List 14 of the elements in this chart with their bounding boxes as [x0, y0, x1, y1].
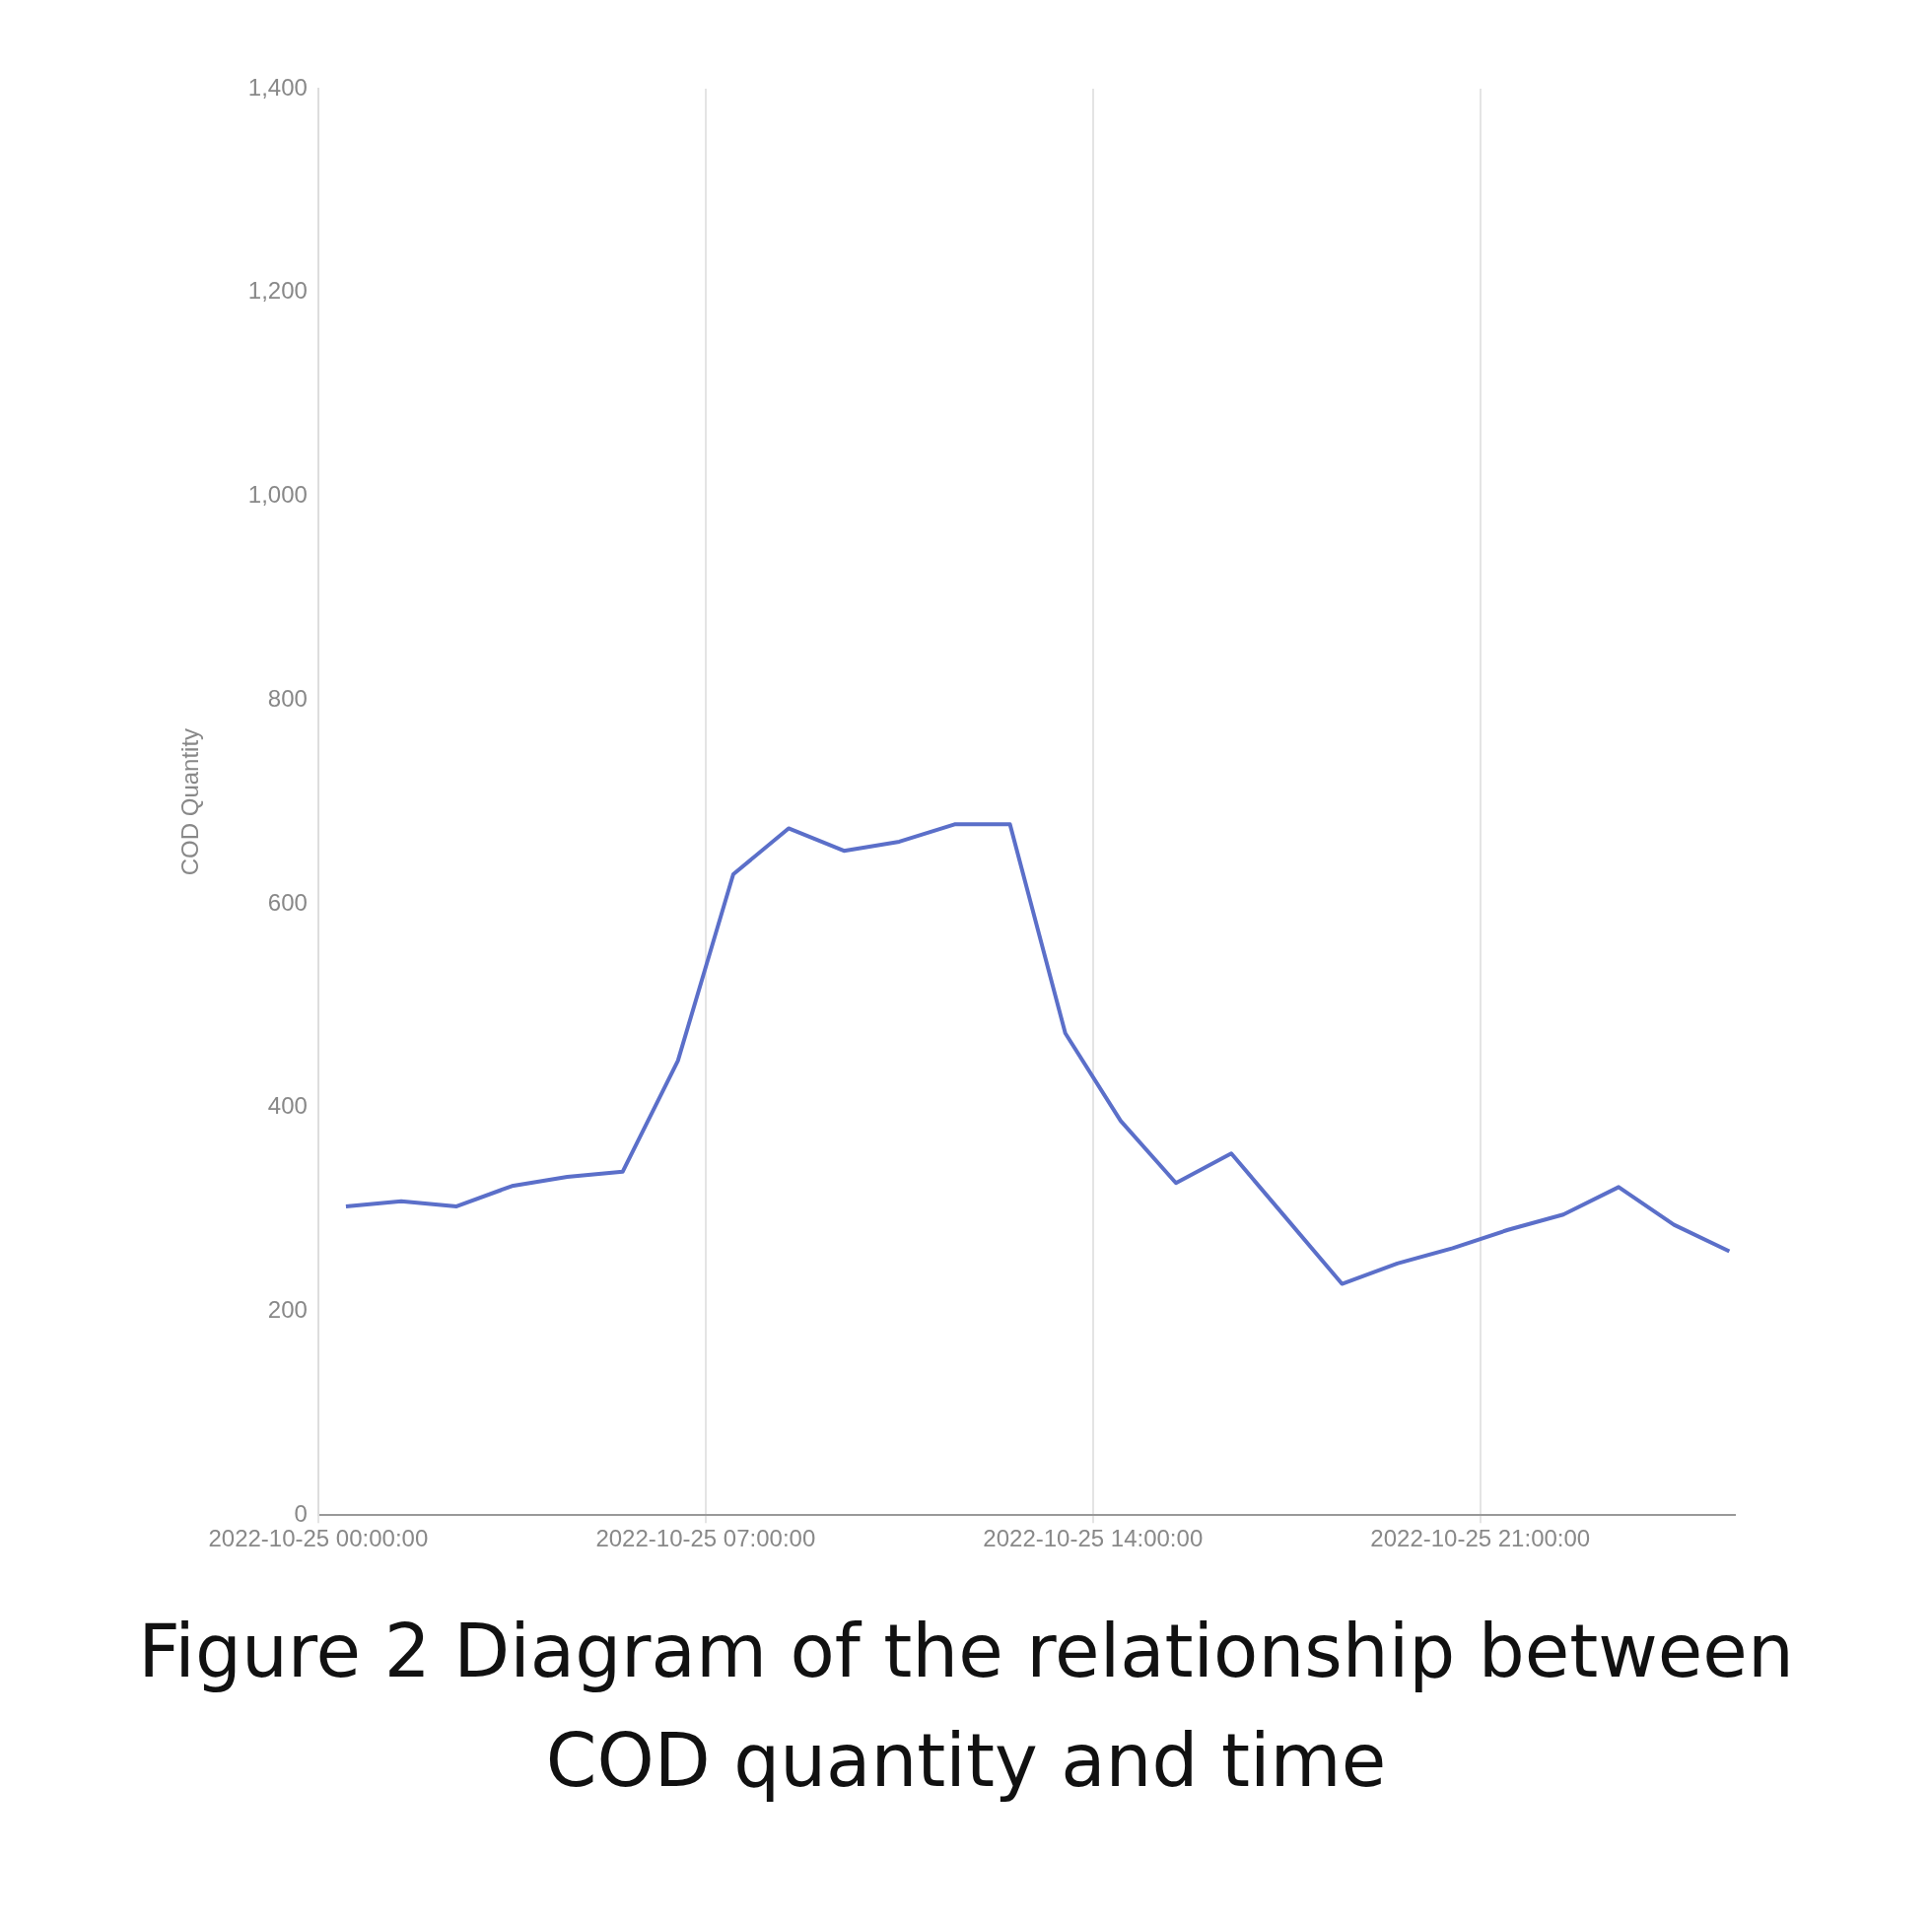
x-tick-label: 2022-10-25 00:00:00 [208, 1525, 429, 1552]
y-tick-label: 600 [267, 888, 308, 916]
y-tick-label: 0 [294, 1499, 308, 1527]
x-tick-label: 2022-10-25 07:00:00 [595, 1525, 816, 1552]
text: Figure 2 Diagram of the relationship between COD quantity and time [137, 1608, 1795, 1805]
y-tick-label: 400 [267, 1092, 308, 1120]
x-tick-label: 2022-10-25 21:00:00 [1370, 1525, 1591, 1552]
y-tick-label: 1,000 [247, 481, 308, 509]
x-tick-label: 2022-10-25 14:00:00 [983, 1525, 1204, 1552]
y-tick-label: 1,400 [247, 73, 308, 101]
y-tick-label: 200 [267, 1296, 308, 1324]
y-tick-label: 800 [267, 684, 308, 712]
y-axis-title: COD Quantity [176, 727, 204, 876]
y-tick-label: 1,200 [247, 277, 308, 305]
